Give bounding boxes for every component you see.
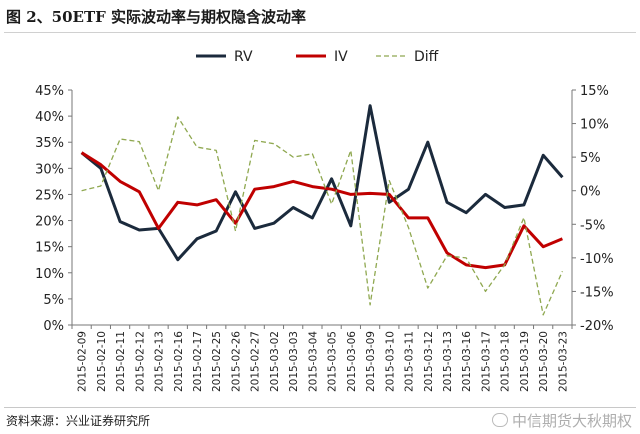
right-tick-label: -15% <box>580 285 614 300</box>
footer-divider <box>4 407 636 408</box>
left-tick-label: 15% <box>35 241 64 256</box>
x-tick-label: 2015-03-04 <box>307 331 319 392</box>
x-tick-label: 2015-03-19 <box>519 331 531 392</box>
left-tick-label: 25% <box>35 188 64 203</box>
x-tick-label: 2015-02-12 <box>134 331 146 392</box>
legend-label-rv: RV <box>234 49 253 65</box>
left-tick-label: 35% <box>35 136 64 151</box>
x-tick-label: 2015-03-09 <box>365 331 377 392</box>
x-tick-label: 2015-02-09 <box>77 331 89 392</box>
x-tick-label: 2015-03-12 <box>423 331 435 392</box>
x-tick-label: 2015-03-10 <box>384 331 396 392</box>
left-tick-label: 45% <box>35 84 64 99</box>
x-tick-label: 2015-03-16 <box>461 331 473 392</box>
x-tick-label: 2015-03-23 <box>557 331 569 392</box>
legend-label-diff: Diff <box>414 49 439 65</box>
x-tick-label: 2015-03-20 <box>538 331 550 392</box>
watermark: 中信期货大秋期权 <box>491 410 632 431</box>
legend: RV IV Diff <box>196 49 439 65</box>
right-tick-label: 10% <box>580 118 609 133</box>
x-tick-label: 2015-02-11 <box>115 331 127 392</box>
x-tick-label: 2015-02-10 <box>96 331 108 392</box>
title-divider <box>4 32 636 33</box>
chart-title: 图 2、50ETF 实际波动率与期权隐含波动率 <box>6 8 307 26</box>
source-note: 资料来源：兴业证券研究所 <box>6 414 151 428</box>
x-tick-label: 2015-03-05 <box>327 331 339 392</box>
series-line-diff <box>81 116 563 316</box>
left-tick-label: 5% <box>43 293 64 308</box>
legend-label-iv: IV <box>334 49 348 65</box>
series-layer <box>80 104 564 316</box>
x-tick-label: 2015-03-02 <box>269 331 281 392</box>
right-tick-label: -20% <box>580 319 614 334</box>
x-tick-label: 2015-02-13 <box>154 331 166 392</box>
right-tick-label: 0% <box>580 185 601 200</box>
x-tick-label: 2015-03-13 <box>442 331 454 392</box>
watermark-text: 中信期货大秋期权 <box>511 412 632 430</box>
x-tick-label: 2015-03-06 <box>346 331 358 392</box>
right-tick-label: 5% <box>580 151 601 166</box>
series-line-rv <box>80 104 564 262</box>
left-tick-label: 40% <box>35 110 64 125</box>
wechat-icon <box>491 413 508 427</box>
right-tick-label: -10% <box>580 252 614 267</box>
left-tick-label: 10% <box>35 267 64 282</box>
series-line-iv <box>80 151 563 270</box>
left-tick-label: 0% <box>43 319 64 334</box>
x-tick-label: 2015-02-16 <box>173 331 185 392</box>
axes: 0% 5% 10% 15% 20% 25% 30% 35% 40% 45% -20% -15% -10%… <box>35 84 614 392</box>
x-tick-label: 2015-02-25 <box>211 331 223 392</box>
x-tick-label: 2015-02-27 <box>250 331 262 392</box>
left-tick-label: 20% <box>35 215 64 230</box>
x-tick-label: 2015-03-11 <box>404 331 416 392</box>
volatility-chart: RV IV Diff 0% 5% 10% 15% 20% 25% 30% 35% 40% 45% -20… <box>35 49 614 392</box>
left-tick-label: 30% <box>35 162 64 177</box>
x-tick-label: 2015-03-17 <box>480 331 492 392</box>
x-tick-label: 2015-02-26 <box>230 331 242 392</box>
right-tick-label: 15% <box>580 84 609 99</box>
x-tick-label: 2015-03-03 <box>288 331 300 392</box>
x-tick-label: 2015-02-17 <box>192 331 204 392</box>
right-tick-label: -5% <box>580 218 605 233</box>
x-tick-label: 2015-03-18 <box>500 331 512 392</box>
